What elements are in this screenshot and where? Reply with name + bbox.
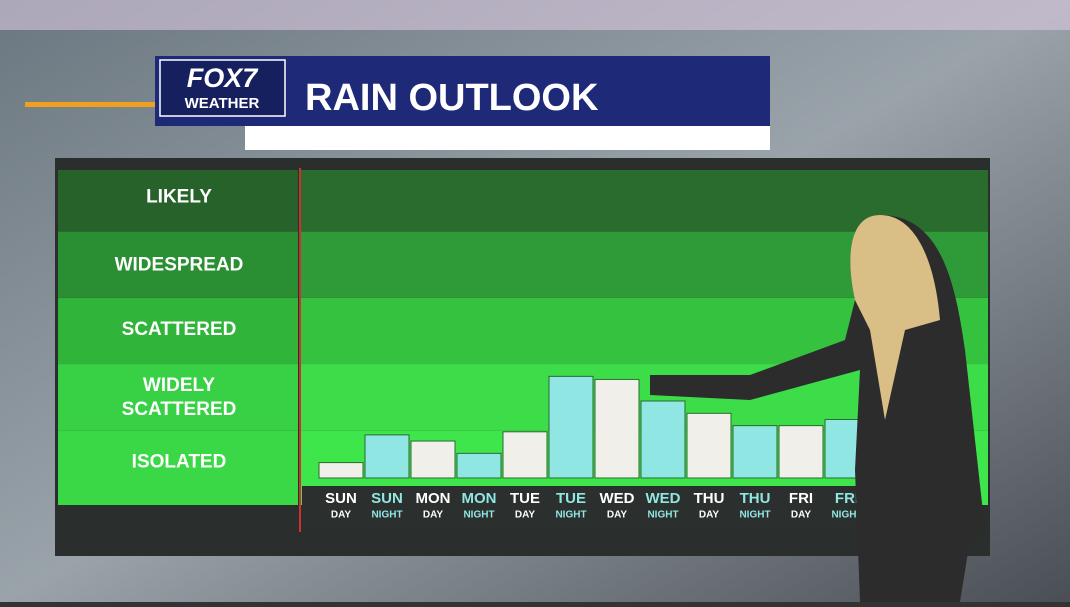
x-tick-sublabel: DAY [515, 510, 536, 521]
level-label-bg [58, 430, 298, 505]
x-tick-sublabel: DAY [331, 510, 352, 521]
y-tick-label: WIDELY SCATTERED [122, 375, 237, 420]
x-tick-label: THU [694, 490, 725, 507]
accent-line [25, 102, 245, 107]
plot: ISOLATED WIDELY SCATTERED SCATTERED WIDESPRE… [58, 168, 988, 532]
x-tick-label: MON [416, 490, 451, 507]
x-tick-sublabel: DAY [423, 510, 444, 521]
x-tick-label: MON [462, 490, 497, 507]
x-tick-label: TUE [556, 490, 586, 507]
x-tick-sublabel: DAY [699, 510, 720, 521]
level-label-bg [58, 364, 298, 431]
x-tick-sublabel: DAY [607, 510, 628, 521]
label-line: SCATTERED [122, 399, 237, 420]
x-tick-sublabel: NIGHT [555, 510, 586, 521]
level-label-bg [58, 231, 298, 298]
presenter-hair [850, 215, 940, 420]
x-tick-sublabel: DAY [791, 510, 812, 521]
x-tick-sublabel: NIGHT [647, 510, 678, 521]
logo: FOX7 [187, 63, 260, 93]
y-tick-label: ISOLATED [132, 452, 227, 473]
x-tick-sublabel: NIGHT [831, 510, 862, 521]
bar [732, 425, 778, 479]
bar [502, 431, 548, 479]
label-line: WIDELY [143, 375, 215, 396]
y-tick-label: WIDESPREAD [115, 254, 244, 275]
x-axis-strip [302, 486, 930, 526]
chart-title: RAIN OUTLOOK [305, 77, 599, 119]
x-tick-label: THU [740, 490, 771, 507]
top-glow [0, 0, 1070, 30]
x-tick-sublabel: NIGHT [463, 510, 494, 521]
bar [640, 400, 686, 479]
y-tick-label: SCATTERED [122, 319, 237, 340]
bar [594, 378, 640, 479]
x-tick-label: SUN [371, 490, 403, 507]
level-label-bg [58, 297, 298, 365]
bar [548, 375, 594, 479]
x-tick-label: TUE [510, 490, 540, 507]
logo-sub: WEATHER [185, 95, 260, 112]
bar [456, 452, 502, 479]
x-tick-label: WED [646, 490, 681, 507]
x-tick-sublabel: NIGHT [739, 510, 770, 521]
bar [364, 434, 410, 479]
level-label-bg [58, 170, 298, 232]
logo-box [159, 59, 286, 117]
bar [686, 412, 732, 479]
x-tick-label: WED [600, 490, 635, 507]
y-tick-label: LIKELY [146, 187, 212, 208]
x-tick-label: FRI [789, 490, 813, 507]
bar [778, 425, 824, 479]
x-tick-label: SUN [325, 490, 357, 507]
x-tick-label: FRI [835, 490, 859, 507]
bar [318, 462, 364, 479]
x-tick-sublabel: NIGHT [371, 510, 402, 521]
bar [410, 440, 456, 479]
